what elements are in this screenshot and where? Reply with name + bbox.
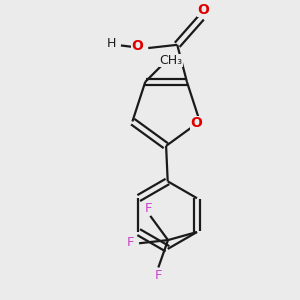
Text: O: O	[197, 3, 209, 17]
Text: F: F	[145, 202, 152, 215]
Text: H: H	[106, 37, 116, 50]
Text: F: F	[154, 269, 162, 282]
Text: O: O	[131, 39, 143, 53]
Text: F: F	[127, 236, 135, 249]
Text: O: O	[190, 116, 202, 130]
Text: CH₃: CH₃	[160, 54, 183, 68]
